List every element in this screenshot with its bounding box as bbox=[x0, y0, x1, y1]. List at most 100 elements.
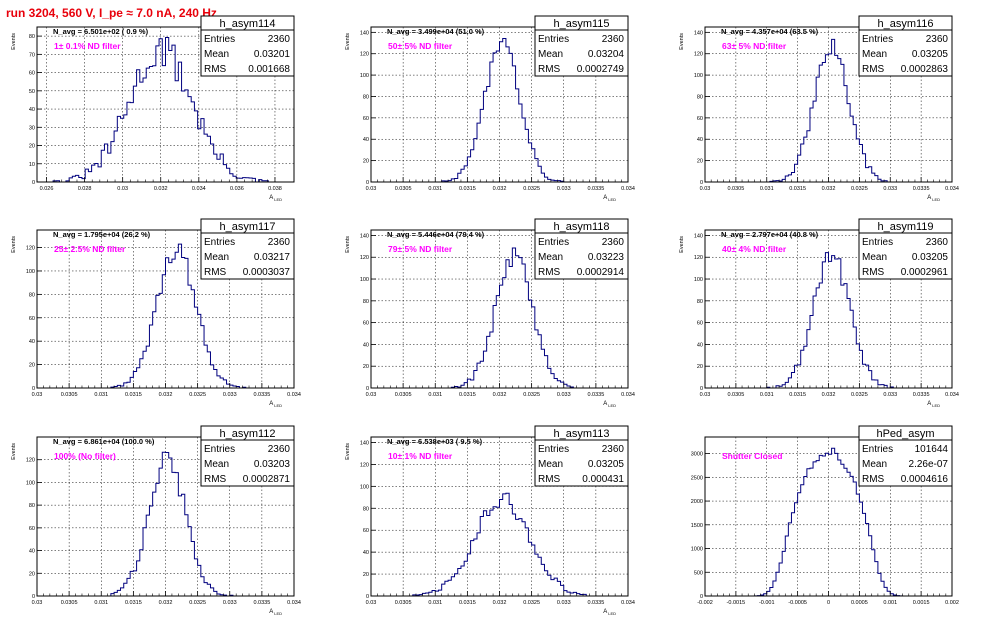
x-tick-label: 0.034 bbox=[621, 392, 635, 398]
n-avg-label: N_avg = 5.446e+04 (79.4 %) bbox=[387, 230, 485, 239]
y-tick-label: 80 bbox=[29, 292, 35, 298]
y-axis-title: Events bbox=[11, 236, 17, 253]
y-tick-label: 60 bbox=[363, 528, 369, 534]
stats-value-mean: 2.26e-07 bbox=[909, 459, 949, 470]
y-tick-label: 20 bbox=[363, 572, 369, 578]
y-tick-label: 0 bbox=[366, 594, 369, 600]
x-axis-title: ALED bbox=[269, 195, 282, 202]
y-tick-label: 0 bbox=[700, 386, 703, 392]
y-tick-label: 120 bbox=[694, 255, 703, 261]
y-tick-label: 50 bbox=[29, 89, 35, 95]
x-tick-label: 0.0305 bbox=[727, 392, 744, 398]
stats-value-rms: 0.0003037 bbox=[243, 267, 291, 278]
y-tick-label: 140 bbox=[360, 440, 369, 446]
y-tick-label: 0 bbox=[366, 386, 369, 392]
x-tick-label: 0.032 bbox=[159, 600, 173, 606]
x-tick-label: 0.033 bbox=[883, 392, 897, 398]
y-axis-title: Events bbox=[345, 33, 351, 50]
y-tick-label: 20 bbox=[363, 364, 369, 370]
y-tick-label: 100 bbox=[694, 73, 703, 79]
x-axis-title: ALED bbox=[603, 401, 616, 408]
x-tick-label: 0.033 bbox=[223, 600, 237, 606]
stats-value-entries: 2360 bbox=[602, 237, 625, 248]
x-tick-label: 0.031 bbox=[94, 600, 108, 606]
y-tick-label: 20 bbox=[29, 571, 35, 577]
x-tick-label: 0.0315 bbox=[459, 186, 476, 192]
x-tick-label: 0.03 bbox=[32, 392, 43, 398]
x-tick-label: 0.0325 bbox=[523, 600, 540, 606]
y-tick-label: 120 bbox=[26, 458, 35, 464]
x-tick-label: 0.031 bbox=[760, 392, 774, 398]
n-avg-label: N_avg = 6.538e+03 ( 9.5 %) bbox=[387, 437, 483, 446]
n-avg-label: N_avg = 4.357e+04 (63.5 %) bbox=[721, 27, 819, 36]
stats-value-entries: 101644 bbox=[915, 444, 949, 455]
x-axis-title-subscript: LED bbox=[608, 403, 616, 408]
x-tick-label: 0.0335 bbox=[913, 186, 930, 192]
histogram-name: h_asym113 bbox=[553, 428, 609, 440]
x-axis-title: ALED bbox=[603, 195, 616, 202]
x-tick-label: 0.032 bbox=[822, 392, 836, 398]
x-tick-label: 0.0315 bbox=[125, 600, 142, 606]
y-tick-label: 100 bbox=[360, 277, 369, 283]
x-tick-label: 0.033 bbox=[557, 186, 571, 192]
histogram-panel-h_asym113: 0.03 0.0305 0.031 0.0315 0.032 0.0325 0.033 0.0… bbox=[345, 425, 635, 616]
x-tick-label: 0.0335 bbox=[587, 392, 604, 398]
stats-box bbox=[858, 425, 953, 487]
x-tick-label: 0.0335 bbox=[913, 392, 930, 398]
histogram-panel-hPed_asym: -0.002 -0.0015 -0.001 -0.0005 0 0.0005 0.001 0.… bbox=[691, 425, 959, 606]
y-tick-label: 2500 bbox=[691, 475, 703, 481]
stats-box bbox=[534, 218, 629, 280]
histogram-panel-h_asym119: 0.03 0.0305 0.031 0.0315 0.032 0.0325 0.033 0.0… bbox=[679, 218, 959, 408]
x-tick-label: 0.0315 bbox=[125, 392, 142, 398]
stats-key-mean: Mean bbox=[538, 49, 563, 60]
y-tick-label: 30 bbox=[29, 125, 35, 131]
stats-key-rms: RMS bbox=[538, 474, 561, 485]
plot-frame bbox=[36, 26, 295, 183]
y-tick-label: 20 bbox=[697, 159, 703, 165]
histogram-name: hPed_asym bbox=[876, 428, 934, 440]
n-avg-label: N_avg = 2.797e+04 (40.8 %) bbox=[721, 230, 819, 239]
y-tick-label: 1000 bbox=[691, 547, 703, 553]
filter-annotation: 25± 2.5% ND filter bbox=[54, 244, 126, 254]
y-tick-label: 60 bbox=[697, 321, 703, 327]
histogram-name: h_asym118 bbox=[553, 221, 609, 233]
filter-annotation: 100% (No filter) bbox=[54, 451, 116, 461]
x-tick-label: 0.03 bbox=[700, 186, 711, 192]
x-tick-label: 0.0325 bbox=[851, 392, 868, 398]
x-tick-label: 0.0015 bbox=[913, 600, 930, 606]
x-tick-label: 0.0325 bbox=[851, 186, 868, 192]
stats-value-entries: 2360 bbox=[268, 444, 291, 455]
stats-box bbox=[858, 218, 953, 280]
stats-key-entries: Entries bbox=[204, 237, 235, 248]
histogram-panel-h_asym112: 0.03 0.0305 0.031 0.0315 0.032 0.0325 0.033 0.0… bbox=[11, 425, 301, 616]
stats-value-mean: 0.03201 bbox=[254, 49, 291, 60]
x-tick-label: 0.03 bbox=[366, 600, 377, 606]
x-tick-label: 0.033 bbox=[557, 600, 571, 606]
stats-key-entries: Entries bbox=[538, 444, 569, 455]
stats-value-entries: 2360 bbox=[602, 444, 625, 455]
stats-box bbox=[200, 425, 295, 487]
histogram-panel-h_asym118: 0.03 0.0305 0.031 0.0315 0.032 0.0325 0.033 0.0… bbox=[345, 218, 635, 408]
x-tick-label: 0.033 bbox=[223, 392, 237, 398]
x-tick-label: 0.033 bbox=[557, 392, 571, 398]
stats-key-mean: Mean bbox=[538, 252, 563, 263]
run-title: run 3204, 560 V, I_pe ≈ 7.0 nA, 240 Hz bbox=[6, 6, 217, 20]
x-tick-label: 0.032 bbox=[493, 600, 507, 606]
n-avg-label: N_avg = 6.861e+04 (100.0 %) bbox=[53, 437, 155, 446]
stats-key-entries: Entries bbox=[538, 34, 569, 45]
x-tick-label: 0.036 bbox=[230, 186, 244, 192]
stats-key-mean: Mean bbox=[204, 252, 229, 263]
y-axis-title: Events bbox=[679, 236, 685, 253]
x-tick-label: 0.0305 bbox=[61, 600, 78, 606]
x-tick-label: 0.032 bbox=[154, 186, 168, 192]
stats-value-mean: 0.03205 bbox=[912, 49, 949, 60]
y-tick-label: 140 bbox=[694, 30, 703, 36]
y-tick-label: 80 bbox=[29, 503, 35, 509]
y-tick-label: 20 bbox=[29, 363, 35, 369]
y-tick-label: 140 bbox=[694, 233, 703, 239]
y-axis-title: Events bbox=[11, 33, 17, 50]
x-tick-label: 0.038 bbox=[268, 186, 282, 192]
stats-key-entries: Entries bbox=[204, 444, 235, 455]
stats-value-entries: 2360 bbox=[926, 34, 949, 45]
